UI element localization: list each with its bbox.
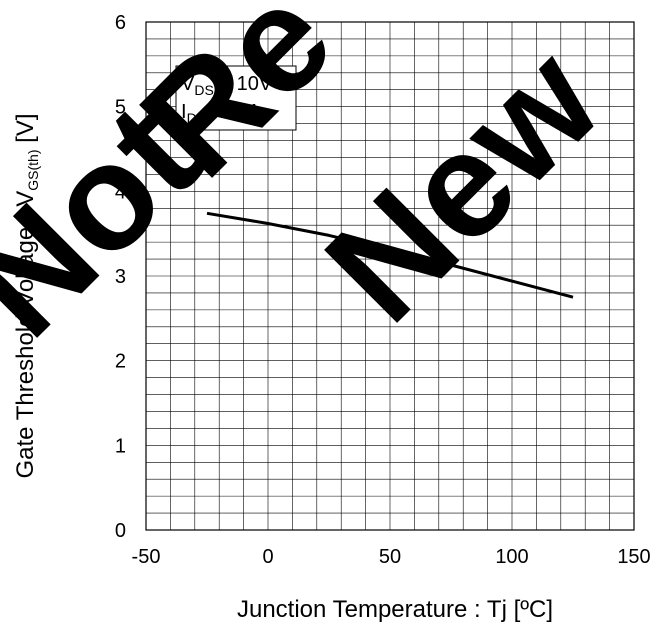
series-line xyxy=(206,211,574,299)
condition-vds: VDS = 10V xyxy=(181,73,273,98)
conditions-legend: VDS = 10V ID = 1mA xyxy=(175,65,297,131)
y-tick-label: 6 xyxy=(115,12,126,34)
plot-frame xyxy=(145,21,635,531)
y-tick-label: 3 xyxy=(115,266,126,288)
y-tick-label: 5 xyxy=(115,97,126,119)
y-tick-label: 1 xyxy=(115,435,126,457)
condition-id: ID = 1mA xyxy=(181,101,261,126)
x-tick-label: 0 xyxy=(262,546,273,568)
y-tick-label: 0 xyxy=(115,520,126,542)
series-group xyxy=(206,211,574,299)
y-tick-label: 2 xyxy=(115,351,126,373)
x-tick-label: 150 xyxy=(617,546,650,568)
x-tick-label: 100 xyxy=(495,546,528,568)
x-tick-label: -50 xyxy=(132,546,161,568)
y-tick-label: 4 xyxy=(115,181,126,203)
y-axis-label: Gate Threshold Voltage : VGS(th) [V] xyxy=(12,114,41,479)
x-tick-labels: -50 0 50 100 150 xyxy=(132,546,650,568)
x-axis-label: Junction Temperature : Tj [ºC] xyxy=(237,596,553,623)
x-tick-label: 50 xyxy=(379,546,401,568)
y-tick-labels: 0 1 2 3 4 5 6 xyxy=(115,12,126,542)
